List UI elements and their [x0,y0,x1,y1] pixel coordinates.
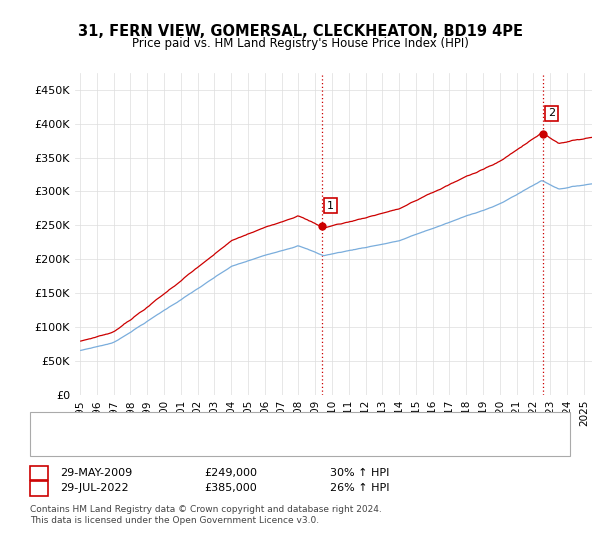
Text: Price paid vs. HM Land Registry's House Price Index (HPI): Price paid vs. HM Land Registry's House … [131,37,469,50]
Text: 29-JUL-2022: 29-JUL-2022 [60,483,128,493]
Text: 1: 1 [35,468,43,478]
Text: 31, FERN VIEW, GOMERSAL, CLECKHEATON, BD19 4PE: 31, FERN VIEW, GOMERSAL, CLECKHEATON, BD… [77,24,523,39]
Text: £385,000: £385,000 [204,483,257,493]
Text: 1: 1 [327,200,334,211]
Text: 2: 2 [548,109,555,119]
Text: 30% ↑ HPI: 30% ↑ HPI [330,468,389,478]
Text: £249,000: £249,000 [204,468,257,478]
Text: 26% ↑ HPI: 26% ↑ HPI [330,483,389,493]
Text: HPI: Average price, detached house, Kirklees: HPI: Average price, detached house, Kirk… [78,439,323,449]
Text: Contains HM Land Registry data © Crown copyright and database right 2024.
This d: Contains HM Land Registry data © Crown c… [30,505,382,525]
Text: 31, FERN VIEW, GOMERSAL, CLECKHEATON, BD19 4PE (detached house): 31, FERN VIEW, GOMERSAL, CLECKHEATON, BD… [78,419,476,429]
Text: 2: 2 [35,483,43,493]
Text: 29-MAY-2009: 29-MAY-2009 [60,468,132,478]
